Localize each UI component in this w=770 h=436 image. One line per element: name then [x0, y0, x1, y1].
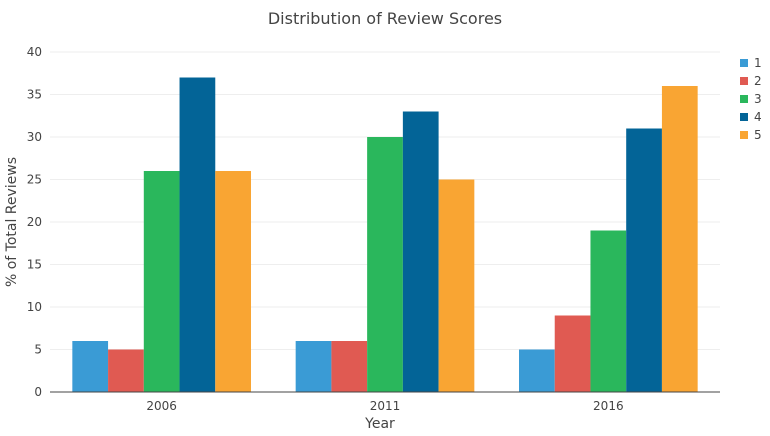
- x-tick-label: 2011: [370, 399, 401, 413]
- y-tick-label: 15: [27, 258, 42, 272]
- legend-item-3[interactable]: 3: [740, 92, 762, 106]
- legend-label: 3: [754, 92, 762, 106]
- bar-2-2011[interactable]: [331, 341, 368, 392]
- legend-swatch: [740, 113, 748, 121]
- bar-5-2011[interactable]: [438, 179, 475, 393]
- bar-3-2006[interactable]: [143, 171, 180, 392]
- bar-5-2016[interactable]: [661, 86, 698, 392]
- bar-4-2006[interactable]: [179, 77, 216, 393]
- x-tick-label: 2006: [146, 399, 177, 413]
- legend-item-5[interactable]: 5: [740, 128, 762, 142]
- bar-2-2016[interactable]: [554, 315, 591, 393]
- bar-1-2011[interactable]: [295, 341, 332, 392]
- legend-label: 5: [754, 128, 762, 142]
- legend-item-2[interactable]: 2: [740, 74, 762, 88]
- y-tick-label: 20: [27, 215, 42, 229]
- bar-3-2011[interactable]: [367, 137, 403, 392]
- bar-5-2006[interactable]: [215, 171, 251, 392]
- x-axis-label: Year: [364, 416, 395, 432]
- bars: [72, 77, 698, 393]
- legend-label: 4: [754, 110, 762, 124]
- bar-4-2016[interactable]: [626, 128, 662, 393]
- y-tick-label: 0: [34, 385, 42, 399]
- legend-label: 2: [754, 74, 762, 88]
- bar-1-2016[interactable]: [519, 349, 555, 393]
- legend-item-1[interactable]: 1: [740, 56, 762, 70]
- legend-item-4[interactable]: 4: [740, 110, 762, 124]
- axes: 0 5 10 15 20 25 30 35 40 2006 2011 2016: [27, 45, 720, 413]
- y-tick-label: 10: [27, 300, 42, 314]
- y-axis-label: % of Total Reviews: [4, 157, 20, 287]
- y-tick-label: 5: [34, 343, 42, 357]
- y-tick-label: 30: [27, 130, 42, 144]
- y-tick-label: 40: [27, 45, 42, 59]
- legend-swatch: [740, 131, 748, 139]
- y-tick-label: 25: [27, 173, 42, 187]
- legend-swatch: [740, 59, 748, 67]
- chart-title: Distribution of Review Scores: [268, 9, 502, 28]
- legend[interactable]: 1 2 3 4 5: [740, 56, 762, 142]
- bar-1-2006[interactable]: [72, 341, 109, 392]
- bar-4-2011[interactable]: [402, 111, 439, 393]
- bar-2-2006[interactable]: [108, 349, 144, 393]
- legend-label: 1: [754, 56, 762, 70]
- legend-swatch: [740, 77, 748, 85]
- y-tick-label: 35: [27, 88, 42, 102]
- legend-swatch: [740, 95, 748, 103]
- x-tick-label: 2016: [593, 399, 624, 413]
- bar-3-2016[interactable]: [590, 230, 627, 393]
